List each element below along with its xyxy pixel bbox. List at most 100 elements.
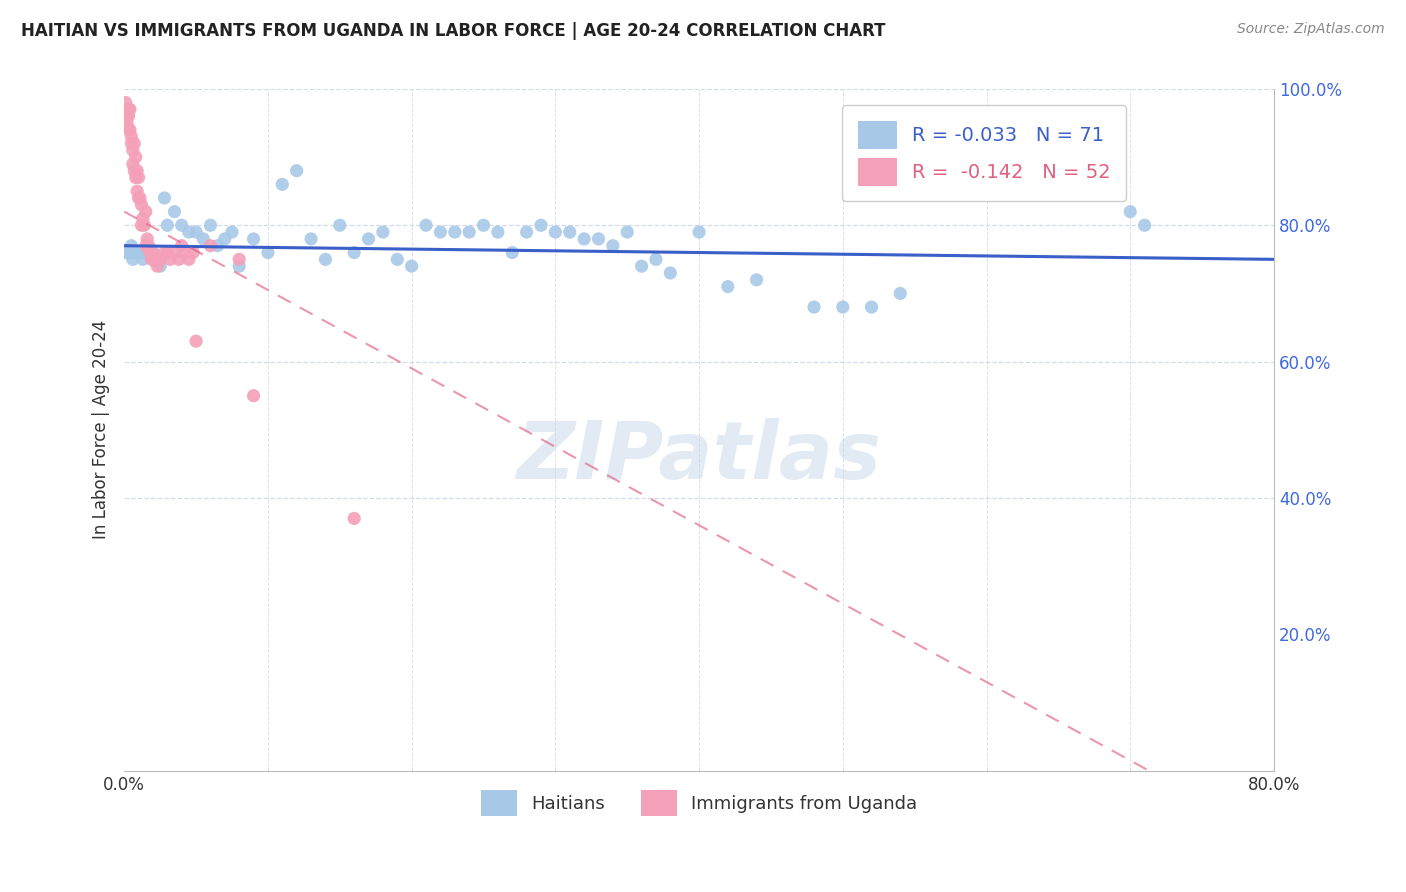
Point <box>271 178 294 192</box>
Point <box>429 225 451 239</box>
Point <box>228 259 250 273</box>
Point <box>127 163 149 178</box>
Point <box>134 245 156 260</box>
Point <box>207 238 229 252</box>
Point <box>132 252 155 267</box>
Point <box>242 232 264 246</box>
Point <box>135 204 157 219</box>
Point <box>659 266 682 280</box>
Point <box>135 245 157 260</box>
Point <box>159 252 181 267</box>
Point <box>486 225 509 239</box>
Point <box>142 245 165 260</box>
Point <box>645 252 668 267</box>
Point <box>120 136 142 151</box>
Point <box>145 252 167 267</box>
Point <box>117 103 139 117</box>
Point <box>177 225 200 239</box>
Point <box>257 245 280 260</box>
Point <box>124 136 146 151</box>
Point <box>184 225 207 239</box>
Point <box>387 252 409 267</box>
Point <box>125 170 148 185</box>
Point <box>163 204 186 219</box>
Point <box>143 252 166 267</box>
Point <box>602 238 624 252</box>
Point <box>127 245 149 260</box>
Point <box>860 300 883 314</box>
Point <box>118 123 141 137</box>
Point <box>572 232 595 246</box>
Point <box>616 225 638 239</box>
Point <box>149 252 172 267</box>
Point <box>114 95 136 110</box>
Y-axis label: In Labor Force | Age 20-24: In Labor Force | Age 20-24 <box>93 320 110 540</box>
Point <box>127 184 149 198</box>
Point <box>371 225 394 239</box>
Point <box>128 245 150 260</box>
Point <box>138 238 160 252</box>
Point <box>153 245 176 260</box>
Text: ZIPatlas: ZIPatlas <box>516 418 882 496</box>
Point <box>200 238 222 252</box>
Point <box>688 225 710 239</box>
Point <box>343 245 366 260</box>
Point <box>129 191 152 205</box>
Point <box>117 109 139 123</box>
Point <box>139 245 162 260</box>
Point <box>472 219 495 233</box>
Point <box>141 252 163 267</box>
Point <box>889 286 911 301</box>
Point <box>221 225 243 239</box>
Point <box>135 238 157 252</box>
Point <box>415 219 437 233</box>
Point <box>121 143 143 157</box>
Point <box>831 300 853 314</box>
Point <box>214 232 236 246</box>
Point <box>193 232 215 246</box>
Point <box>114 109 136 123</box>
Point <box>558 225 581 239</box>
Point <box>285 163 308 178</box>
Point <box>200 219 222 233</box>
Point <box>131 245 153 260</box>
Point <box>588 232 610 246</box>
Point <box>115 245 138 260</box>
Point <box>173 245 195 260</box>
Point <box>115 109 138 123</box>
Point <box>170 238 193 252</box>
Point <box>329 219 352 233</box>
Point <box>139 245 162 260</box>
Point <box>128 170 150 185</box>
Point <box>132 211 155 226</box>
Point <box>131 198 153 212</box>
Point <box>117 123 139 137</box>
Point <box>125 245 148 260</box>
Point <box>516 225 538 239</box>
Point <box>120 238 142 252</box>
Point <box>117 245 139 260</box>
Point <box>530 219 553 233</box>
Point <box>343 511 366 525</box>
Point <box>177 252 200 267</box>
Point <box>118 245 141 260</box>
Point <box>142 245 165 260</box>
Point <box>717 279 740 293</box>
Point <box>145 252 167 267</box>
Point <box>1119 204 1142 219</box>
Point <box>630 259 652 273</box>
Point <box>128 191 150 205</box>
Point <box>314 252 336 267</box>
Point <box>167 252 190 267</box>
Point <box>745 273 768 287</box>
Point <box>1133 219 1156 233</box>
Point <box>134 219 156 233</box>
Point <box>170 219 193 233</box>
Point <box>129 245 152 260</box>
Point <box>242 389 264 403</box>
Point <box>544 225 567 239</box>
Point <box>184 334 207 348</box>
Point <box>443 225 465 239</box>
Point <box>124 245 146 260</box>
Point <box>121 157 143 171</box>
